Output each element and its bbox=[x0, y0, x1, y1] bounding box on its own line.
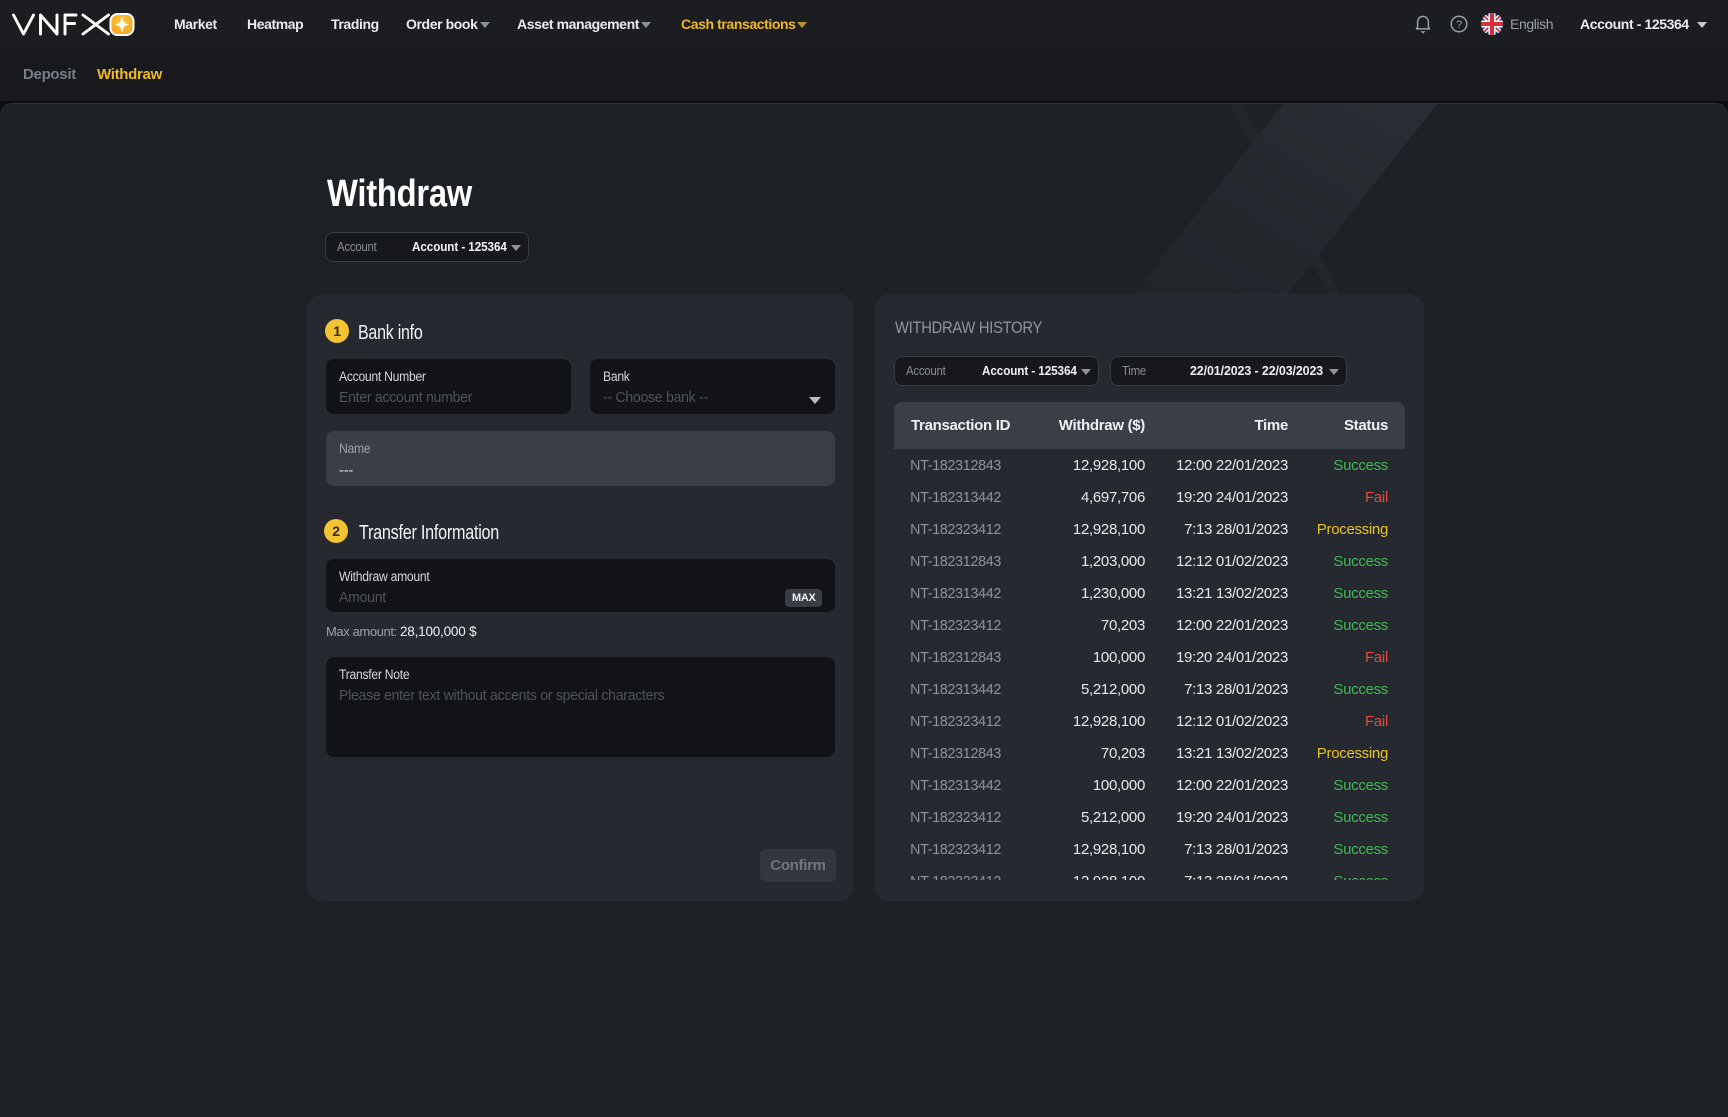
svg-text:?: ? bbox=[1456, 19, 1462, 31]
